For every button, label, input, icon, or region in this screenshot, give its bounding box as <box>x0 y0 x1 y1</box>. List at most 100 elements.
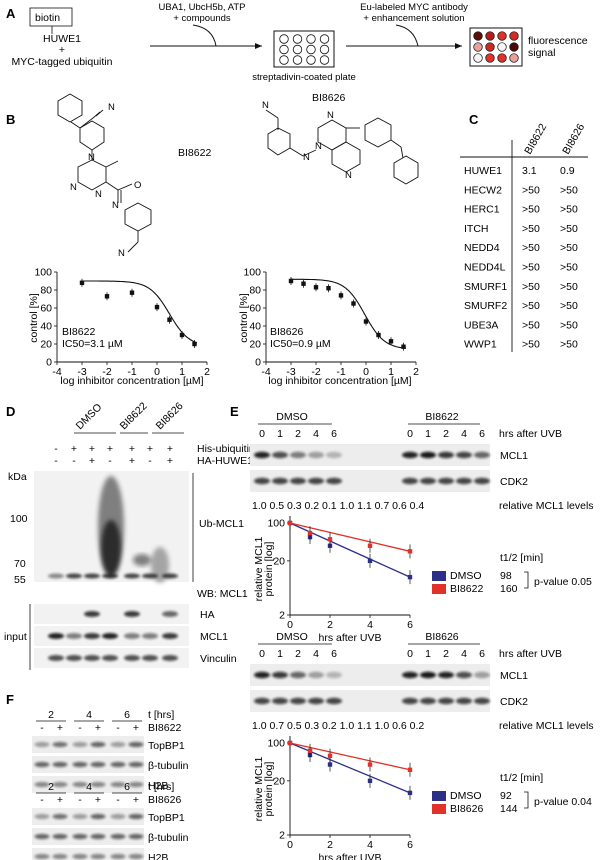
f-time: 2 <box>48 781 54 793</box>
e-blot-band <box>456 477 472 485</box>
f-blot-band <box>90 761 106 768</box>
svg-text:N: N <box>327 110 334 121</box>
svg-text:N: N <box>303 152 310 163</box>
plate-well <box>319 44 330 55</box>
his-ub-sign: + <box>107 443 113 455</box>
e-blot-strip <box>250 444 490 466</box>
step1-line1: UBA1, UbcH5b, ATP <box>159 2 246 13</box>
blot-band <box>84 573 100 579</box>
plate-well <box>279 34 289 44</box>
e-blot-band <box>254 697 270 705</box>
plate-well <box>306 55 316 65</box>
f-blot-band <box>52 781 68 788</box>
e-x-tick-label: 0 <box>287 619 293 631</box>
table-row-value-1: 3.1 <box>522 165 537 177</box>
fluor-well <box>485 42 495 52</box>
his-ub-sign: + <box>167 443 173 455</box>
e-time-label: hrs after UVB <box>499 428 562 440</box>
e-data-point <box>407 549 413 554</box>
table-row-value-1: >50 <box>522 204 540 216</box>
table-row-value-2: >50 <box>560 281 578 293</box>
input-blot-band <box>102 633 118 639</box>
e-group1: DMSO <box>276 631 308 643</box>
e-x-tick-label: 4 <box>367 839 373 851</box>
e-time: 2 <box>443 428 449 440</box>
f-blot-band <box>34 813 50 820</box>
blot-band <box>124 573 140 579</box>
step1-merge-arrow <box>192 24 217 47</box>
ic50-chart-bi8622: control [%] 0 20 40 60 80 100 -4 -3 -2 -1 0 1 2 BI86… <box>28 267 210 388</box>
input-blot-band <box>84 633 100 639</box>
e-ylabel-2: protein [log] <box>263 541 275 596</box>
e-blot-band <box>420 671 436 679</box>
e-x-tick-label: 0 <box>287 839 293 851</box>
f-sign: + <box>95 722 101 734</box>
table-row-name: NEDD4 <box>464 242 500 254</box>
e-y-tick-label: 20 <box>273 775 285 787</box>
e-legend-label: BI8622 <box>450 583 483 595</box>
panel-label-b: B <box>6 112 15 127</box>
e-blot-band <box>456 697 472 705</box>
e-pvalue: p-value 0.04 <box>534 796 592 808</box>
f-blot-band <box>34 853 50 860</box>
e-time: 2 <box>295 648 301 660</box>
e-time: 4 <box>461 648 467 660</box>
x-tick-label: -1 <box>336 366 345 378</box>
f-band-label: TopBP1 <box>148 812 185 824</box>
e-x-tick-label: 2 <box>327 839 333 851</box>
his-ub-sign: + <box>129 443 135 455</box>
f-blot-band <box>128 813 144 820</box>
svg-text:N: N <box>112 200 119 211</box>
e-legend-swatch <box>432 804 446 814</box>
e-blot-band <box>308 477 324 485</box>
e-time: 1 <box>277 648 283 660</box>
data-point <box>351 301 356 306</box>
svg-text:N: N <box>88 152 95 163</box>
table-row-name: SMURF2 <box>464 300 507 312</box>
plate-well <box>279 44 289 55</box>
blot-band <box>102 573 118 579</box>
f-sign: - <box>78 794 82 806</box>
e-blot-band <box>254 451 270 459</box>
f-band-label: H2B <box>148 852 168 860</box>
fluorescence-plate <box>469 27 523 67</box>
table-row-value-2: >50 <box>560 262 578 274</box>
f-blot-strip <box>32 808 144 825</box>
f-blot-band <box>128 781 144 788</box>
x-tick-label: -2 <box>311 366 320 378</box>
f-blot-band <box>72 741 88 748</box>
panel-label-a: A <box>6 6 16 21</box>
f-blot-strip <box>32 776 144 793</box>
table-row-value-2: >50 <box>560 223 578 235</box>
bi8626-aryl-ring <box>267 127 291 156</box>
f-band-label: β-tubulin <box>148 832 189 844</box>
chart2-compound-label: BI8626 <box>270 326 303 338</box>
input-blot-band <box>162 611 178 617</box>
x-tick-label: 1 <box>179 366 185 378</box>
e-data-point <box>407 574 413 580</box>
e-data-point <box>407 767 413 772</box>
group-label-bi8622: BI8622 <box>118 400 150 432</box>
marker-70: 70 <box>14 558 26 570</box>
fit-curve <box>291 278 407 349</box>
e-group2: BI8622 <box>425 411 458 423</box>
e-thalf-label: t1/2 [min] <box>500 552 543 564</box>
f-sign: + <box>133 794 139 806</box>
e-thalf-label: t1/2 [min] <box>500 772 543 784</box>
e-time: 1 <box>277 428 283 440</box>
ub-mcl1-blot <box>34 471 189 583</box>
e-blot-strip <box>250 690 490 712</box>
f-blot-strip <box>32 736 144 753</box>
svg-text:N: N <box>70 182 77 193</box>
e-y-tick-label: 100 <box>267 738 285 750</box>
table-row-name: HECW2 <box>464 184 502 196</box>
fluor-well <box>509 53 519 63</box>
ha-label: HA <box>200 609 215 621</box>
f-blot-band <box>90 813 106 820</box>
input-blot-band <box>124 655 140 661</box>
f-band-label: β-tubulin <box>148 760 189 772</box>
f-blot-strip <box>32 828 144 845</box>
e-blot-band <box>402 671 418 679</box>
data-point <box>326 286 331 291</box>
e-legend-label: DMSO <box>450 570 482 582</box>
